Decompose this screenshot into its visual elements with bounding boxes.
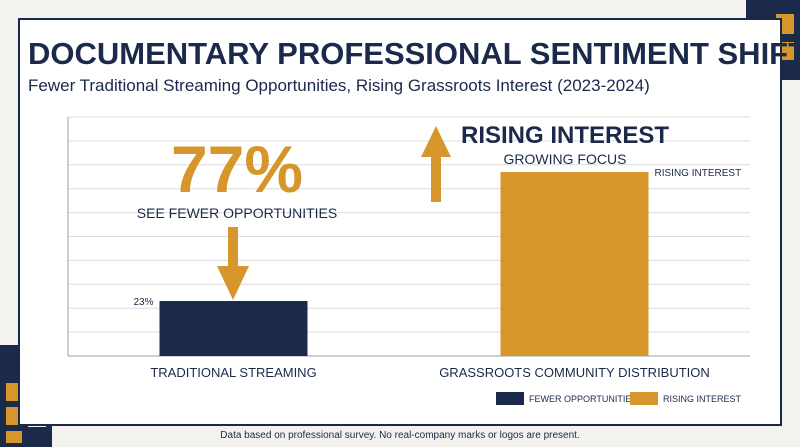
legend-label-fewer-opportunities: FEWER OPPORTUNITIES (529, 394, 637, 404)
big-stat-caption: SEE FEWER OPPORTUNITIES (137, 205, 337, 221)
bar-traditional-streaming (159, 301, 308, 356)
rising-interest-title: RISING INTEREST (461, 122, 669, 149)
chart-legend: FEWER OPPORTUNITIES RISING INTEREST (496, 392, 742, 405)
legend-swatch-fewer-opportunities (496, 392, 524, 405)
chart-bars: TRADITIONAL STREAMING 23% GRASSROOTS COMMU… (133, 168, 741, 380)
legend-swatch-rising-interest (630, 392, 658, 405)
footer-note: Data based on professional survey. No re… (220, 430, 580, 441)
page-title: DOCUMENTARY PROFESSIONAL SENTIMENT SHIFT (28, 36, 800, 71)
big-stat-value: 77% (171, 132, 303, 206)
x-tick-label: GRASSROOTS COMMUNITY DISTRIBUTION (439, 365, 710, 380)
legend-label-rising-interest: RISING INTEREST (663, 394, 742, 404)
x-tick-label: TRADITIONAL STREAMING (150, 365, 316, 380)
bar-data-label: 23% (133, 297, 153, 308)
rising-interest-caption: GROWING FOCUS (504, 151, 627, 167)
up-arrow-icon (421, 126, 451, 202)
bar-grassroots-community-distribution (500, 171, 649, 356)
page-subtitle: Fewer Traditional Streaming Opportunitie… (28, 76, 650, 95)
down-arrow-icon (217, 227, 249, 300)
bar-data-label: RISING INTEREST (655, 168, 742, 179)
content-card (18, 18, 782, 426)
